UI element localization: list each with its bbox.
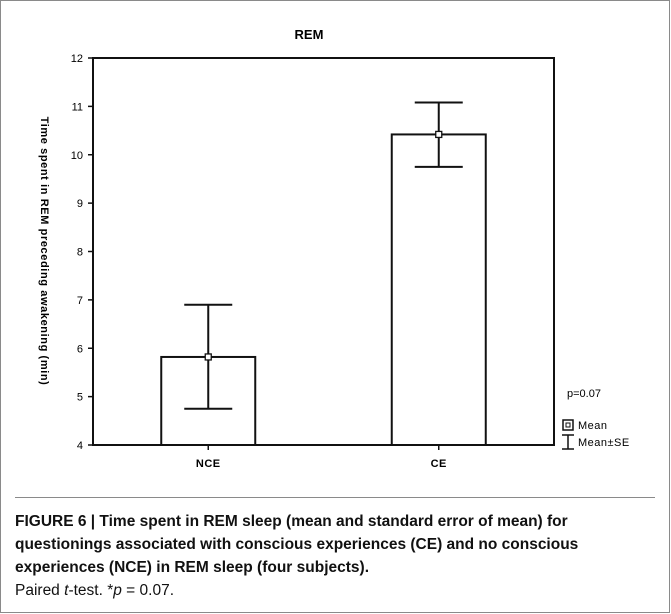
caption-normal-prefix: Paired [15, 582, 65, 599]
legend-mean-label: Mean [578, 420, 608, 432]
bars [160, 101, 487, 446]
caption-italic-p: p [113, 582, 122, 599]
figure-caption: FIGURE 6 | Time spent in REM sleep (mean… [15, 497, 655, 602]
legend-mean-marker-icon [565, 422, 571, 428]
y-tick-label-8: 12 [71, 53, 83, 65]
legend-se-label: Mean±SE [578, 437, 630, 449]
y-tick-label-4: 8 [77, 247, 83, 259]
y-tick-label-5: 9 [77, 198, 83, 210]
x-tick-label-CE: CE [431, 458, 447, 470]
caption-italic-t: t [64, 582, 69, 599]
caption-normal-suffix: = 0.07. [121, 582, 174, 599]
bar-CE [390, 133, 487, 446]
y-tick-label-0: 4 [77, 440, 83, 452]
y-tick-label-1: 5 [77, 392, 83, 404]
caption-normal-mid: -test. * [68, 582, 114, 599]
y-axis-label: Time spent in REM preceding awakening (m… [38, 117, 50, 386]
legend: Mean Mean±SE [562, 419, 630, 450]
mean-marker-NCE [204, 353, 212, 361]
y-tick-label-7: 11 [72, 101, 83, 113]
y-axis: 4 5 6 7 8 9 10 11 12 [71, 53, 93, 452]
x-tick-label-NCE: NCE [196, 458, 221, 470]
caption-bold-text: FIGURE 6 | Time spent in REM sleep (mean… [15, 513, 579, 576]
y-tick-label-3: 7 [77, 295, 83, 307]
chart-title: REM [295, 27, 324, 42]
chart: REM 4 5 6 7 8 9 10 11 12 Time spent in REM prece… [38, 27, 630, 470]
x-labels: NCE CE [196, 445, 447, 470]
y-tick-label-6: 10 [71, 150, 83, 162]
mean-marker-CE [435, 130, 443, 139]
p-value-annotation: p=0.07 [567, 388, 601, 400]
y-tick-label-2: 6 [77, 343, 83, 355]
